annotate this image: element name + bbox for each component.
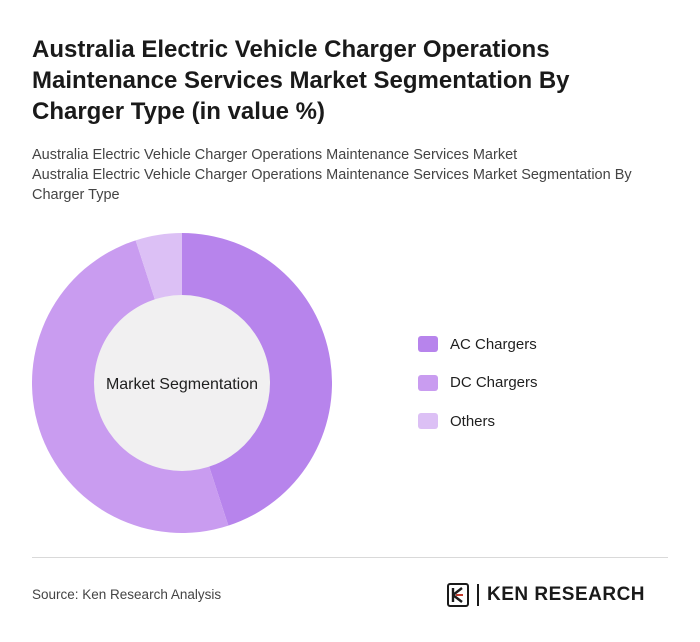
legend-swatch [418,336,438,352]
ken-research-logo: KEN RESEARCH [447,583,645,607]
legend-item-dc-chargers: DC Chargers [418,373,538,393]
brand-name: KEN RESEARCH [487,584,646,605]
donut-hole [94,295,270,471]
legend-label: Others [450,412,496,430]
subtitle-line-1: Australia Electric Vehicle Charger Opera… [32,147,518,163]
donut-chart: Market Segmentation [31,233,333,534]
logo-separator [477,584,479,606]
legend-label: AC Chargers [450,335,537,353]
footer-divider [32,557,668,558]
legend-item-others: Others [418,411,538,431]
ken-research-logo-icon [447,583,469,607]
donut-center-label: Market Segmentation [106,376,258,393]
legend-item-ac-chargers: AC Chargers [418,334,538,354]
chart-legend: AC Chargers DC Chargers Others [418,334,538,450]
subtitle-line-2: Australia Electric Vehicle Charger Opera… [32,167,632,203]
legend-swatch [418,374,438,391]
chart-title: Australia Electric Vehicle Charger Opera… [32,36,570,125]
legend-label: DC Chargers [450,374,538,391]
subtitle-block: Australia Electric Vehicle Charger Opera… [32,145,662,205]
source-note: Source: Ken Research Analysis [32,587,222,602]
legend-swatch [418,413,438,429]
